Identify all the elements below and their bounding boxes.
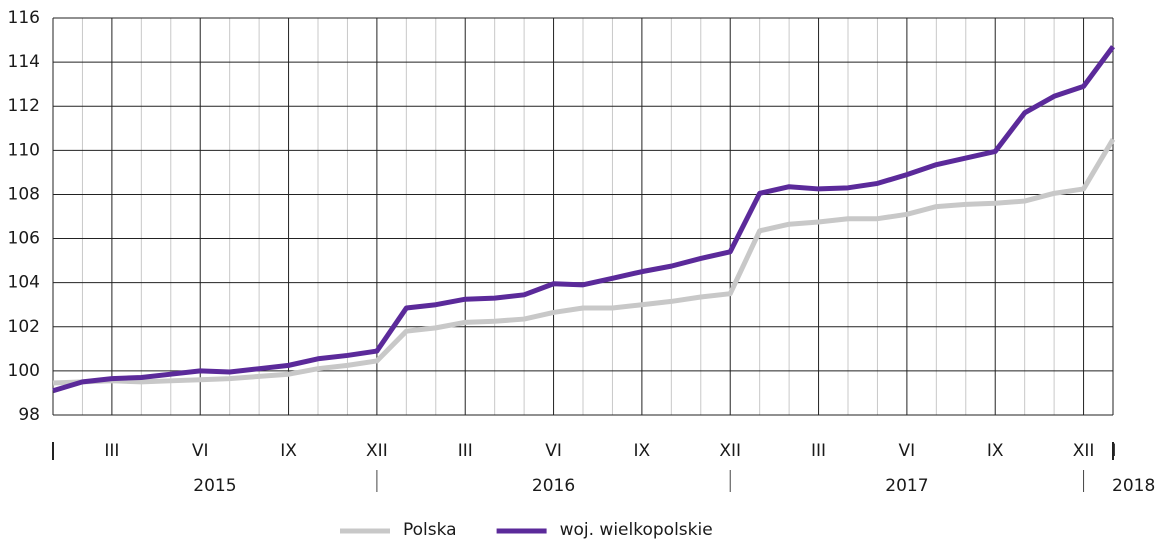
x-tick-label: XII — [719, 441, 741, 461]
y-tick-label: 102 — [8, 317, 40, 337]
x-tick-label: IX — [280, 441, 297, 461]
x-tick-label: XII — [366, 441, 388, 461]
x-tick-label: VI — [545, 441, 562, 461]
year-label: 2017 — [885, 476, 928, 496]
x-tick-label: VI — [899, 441, 916, 461]
y-tick-label: 108 — [8, 184, 40, 204]
x-tick-label: III — [811, 441, 826, 461]
x-tick-label: III — [458, 441, 473, 461]
x-tick-label: IX — [634, 441, 651, 461]
x-tick-label: III — [104, 441, 119, 461]
y-tick-label: 114 — [8, 52, 40, 72]
year-label: 2015 — [193, 476, 236, 496]
y-tick-label: 104 — [8, 273, 40, 293]
y-tick-label: 116 — [8, 8, 40, 28]
x-tick-label: XII — [1073, 441, 1095, 461]
x-tick-label: VI — [192, 441, 209, 461]
year-label: 2016 — [532, 476, 575, 496]
y-tick-label: 112 — [8, 96, 40, 116]
y-tick-label: 110 — [8, 140, 40, 160]
y-tick-label: 106 — [8, 229, 40, 249]
series-line — [52, 45, 1116, 394]
legend-label: Polska — [403, 520, 457, 540]
series-line — [52, 138, 1116, 386]
year-label: 2018 — [1112, 476, 1155, 496]
legend-label: woj. wielkopolskie — [560, 520, 713, 540]
y-tick-label: 100 — [8, 361, 40, 381]
y-tick-label: 98 — [18, 405, 40, 425]
x-tick-label: IX — [987, 441, 1004, 461]
